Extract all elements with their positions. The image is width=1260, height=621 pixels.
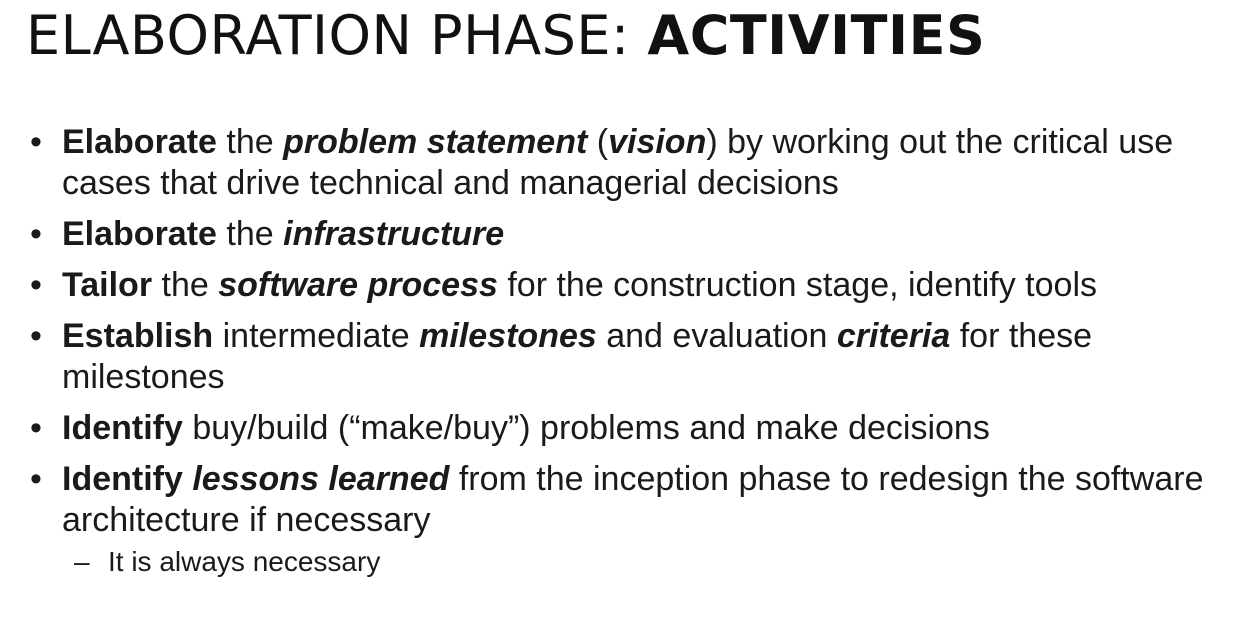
bullet-icon: • [30, 266, 42, 304]
bullet-text: Tailor the software process for the cons… [62, 266, 1097, 304]
bullet-item: • Elaborate the problem statement (visio… [30, 122, 1240, 204]
bullet-emphasis: lessons learned [192, 460, 450, 498]
dash-icon: – [74, 546, 90, 577]
bullet-item: • Establish intermediate milestones and … [30, 316, 1240, 398]
bullet-icon: • [30, 460, 42, 498]
bullet-text-segment: intermediate [213, 317, 420, 355]
bullet-text-segment: ( [587, 123, 609, 161]
bullet-emphasis: criteria [836, 317, 951, 355]
bullet-emphasis: software process [218, 266, 498, 304]
bullet-text-segment: the [216, 215, 284, 253]
bullet-text-segment [183, 460, 192, 498]
bullet-icon: • [30, 317, 42, 355]
slide-title: ELABORATION PHASE: ACTIVITIES [26, 4, 985, 68]
bullet-emphasis: problem statement [283, 123, 588, 161]
slide-title-light: ELABORATION PHASE: [26, 4, 648, 67]
bullet-text-segment: ) by working out the critical use cases … [62, 123, 1174, 202]
bullet-text-segment: buy/build (“make/buy”) problems and make… [182, 409, 990, 447]
bullet-keyword: Elaborate [62, 123, 217, 161]
bullet-emphasis: infrastructure [283, 215, 505, 253]
bullet-text: Elaborate the infrastructure [62, 215, 504, 253]
bullet-icon: • [30, 123, 42, 161]
sub-bullet-list: – It is always necessary [62, 545, 1240, 579]
slide-title-bold: ACTIVITIES [647, 4, 986, 67]
bullet-list: • Elaborate the problem statement (visio… [30, 122, 1240, 589]
bullet-item: • Elaborate the infrastructure [30, 214, 1240, 255]
bullet-text: Identify buy/build (“make/buy”) problems… [62, 409, 990, 447]
bullet-keyword: Identify [62, 460, 183, 498]
bullet-text: Establish intermediate milestones and ev… [62, 317, 1092, 396]
bullet-text-segment: and evaluation [596, 317, 837, 355]
bullet-text: Identify lessons learned from the incept… [62, 460, 1203, 539]
bullet-item: • Tailor the software process for the co… [30, 265, 1240, 306]
bullet-icon: • [30, 409, 42, 447]
bullet-item: • Identify lessons learned from the ince… [30, 459, 1240, 579]
bullet-keyword: Tailor [62, 266, 153, 304]
bullet-item: • Identify buy/build (“make/buy”) proble… [30, 408, 1240, 449]
bullet-text-segment: for the construction stage, identify too… [497, 266, 1097, 304]
bullet-text-segment: the [152, 266, 219, 304]
bullet-keyword: Identify [62, 409, 183, 447]
bullet-emphasis: vision [608, 123, 707, 161]
bullet-keyword: Elaborate [62, 215, 217, 253]
bullet-text-segment: for these milestones [62, 317, 1093, 396]
bullet-icon: • [30, 215, 42, 253]
bullet-text: Elaborate the problem statement (vision)… [62, 123, 1173, 202]
bullet-emphasis: milestones [419, 317, 597, 355]
bullet-keyword: Establish [62, 317, 214, 355]
bullet-text-segment: from the inception phase to redesign the… [62, 460, 1204, 539]
sub-bullet-item: – It is always necessary [74, 545, 1240, 579]
bullet-text-segment: the [216, 123, 284, 161]
sub-bullet-text: It is always necessary [108, 546, 381, 577]
